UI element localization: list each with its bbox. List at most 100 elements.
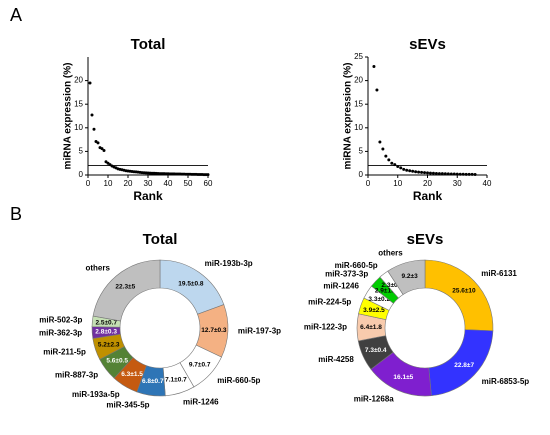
x-axis-label: Rank <box>133 189 163 203</box>
value-label: 7.3±0.4 <box>365 347 387 354</box>
value-label: 9.7±0.7 <box>189 361 211 368</box>
panel-label: B <box>10 204 22 224</box>
point <box>423 171 427 175</box>
point <box>396 165 400 169</box>
x-tick-label: 30 <box>453 179 462 188</box>
category-label: miR-1268a <box>354 395 395 404</box>
value-label: 2.3±0.3 <box>381 282 403 289</box>
x-tick-label: 50 <box>184 179 193 188</box>
value-label: 5.2±2.3 <box>98 342 120 349</box>
point <box>455 172 459 176</box>
point <box>437 172 441 176</box>
x-tick-label: 10 <box>104 179 113 188</box>
y-tick-label: 0 <box>359 170 364 179</box>
value-label: 2.8±0.3 <box>95 328 117 335</box>
category-label: miR-887-3p <box>55 371 98 380</box>
point <box>100 147 104 151</box>
point <box>467 172 471 176</box>
point <box>88 81 92 85</box>
x-tick-label: 60 <box>204 179 213 188</box>
panel-label: A <box>10 5 22 25</box>
point <box>446 172 450 176</box>
x-axis-label: Rank <box>413 189 443 203</box>
point <box>387 158 391 162</box>
point <box>440 172 444 176</box>
y-tick-label: 10 <box>74 123 83 132</box>
point <box>206 173 210 177</box>
point <box>417 170 421 174</box>
point <box>92 127 96 131</box>
category-label: miR-193b-3p <box>205 259 253 268</box>
x-tick-label: 30 <box>144 179 153 188</box>
x-tick-label: 20 <box>423 179 432 188</box>
category-label: miR-373-3p <box>325 270 368 279</box>
value-label: 6.4±1.8 <box>360 324 382 331</box>
y-tick-label: 10 <box>354 123 363 132</box>
x-tick-label: 0 <box>86 179 91 188</box>
x-tick-label: 10 <box>393 179 402 188</box>
category-label: miR-1246 <box>183 398 219 407</box>
value-label: 9.2±3 <box>401 273 418 280</box>
x-tick-label: 20 <box>124 179 133 188</box>
category-label: miR-1246 <box>323 282 359 291</box>
point <box>414 170 418 174</box>
y-tick-label: 25 <box>354 52 363 61</box>
x-tick-label: 0 <box>366 179 371 188</box>
y-tick-label: 15 <box>74 99 83 108</box>
point <box>411 169 415 173</box>
category-label: miR-224-5p <box>308 298 351 307</box>
category-label: miR-211-5p <box>43 347 86 356</box>
category-label: others <box>378 248 403 257</box>
point <box>378 140 382 144</box>
point <box>449 172 453 176</box>
point <box>434 171 438 175</box>
point <box>431 171 435 175</box>
point <box>384 154 388 158</box>
point <box>470 172 474 176</box>
donut-slice <box>387 259 426 295</box>
point <box>402 167 406 171</box>
value-label: 5.6±0.5 <box>106 358 128 365</box>
value-label: 22.3±5 <box>115 283 135 290</box>
category-label: miR-660-5p <box>217 376 260 385</box>
y-tick-label: 20 <box>74 76 83 85</box>
value-label: 3.3±0.2 <box>368 296 390 303</box>
value-label: 2.9±1.4 <box>375 288 397 295</box>
point <box>90 113 94 117</box>
category-label: miR-122-3p <box>304 322 347 331</box>
point <box>96 141 100 145</box>
y-axis-label: miRNA expression (%) <box>343 63 354 170</box>
category-label: miR-4258 <box>318 355 354 364</box>
category-label: miR-660-5p <box>335 261 378 270</box>
y-tick-label: 0 <box>79 170 84 179</box>
point <box>408 169 412 173</box>
point <box>102 148 106 152</box>
chart-title: Total <box>143 231 178 248</box>
point <box>473 173 477 177</box>
category-label: miR-6131 <box>481 269 517 278</box>
point <box>375 88 379 92</box>
point <box>381 147 385 151</box>
value-label: 19.5±0.8 <box>178 280 204 287</box>
point <box>452 172 456 176</box>
category-label: miR-502-3p <box>39 315 82 324</box>
point <box>393 163 397 167</box>
y-tick-label: 15 <box>354 99 363 108</box>
chart-title: sEVs <box>409 36 446 53</box>
value-label: 3.9±2.5 <box>363 307 385 314</box>
category-label: miR-193a-5p <box>72 390 120 399</box>
category-label: miR-6853-5p <box>482 377 530 386</box>
category-label: miR-345-5p <box>106 400 149 409</box>
y-tick-label: 20 <box>354 76 363 85</box>
category-label: miR-197-3p <box>238 327 281 336</box>
value-label: 6.8±0.7 <box>142 378 164 385</box>
x-tick-label: 40 <box>483 179 492 188</box>
point <box>420 170 424 174</box>
point <box>461 172 465 176</box>
value-label: 6.3±1.5 <box>121 371 143 378</box>
donut-slice <box>92 259 161 322</box>
category-label: miR-362-3p <box>39 328 82 337</box>
value-label: 2.5±0.7 <box>95 319 117 326</box>
value-label: 7.1±0.7 <box>165 376 187 383</box>
